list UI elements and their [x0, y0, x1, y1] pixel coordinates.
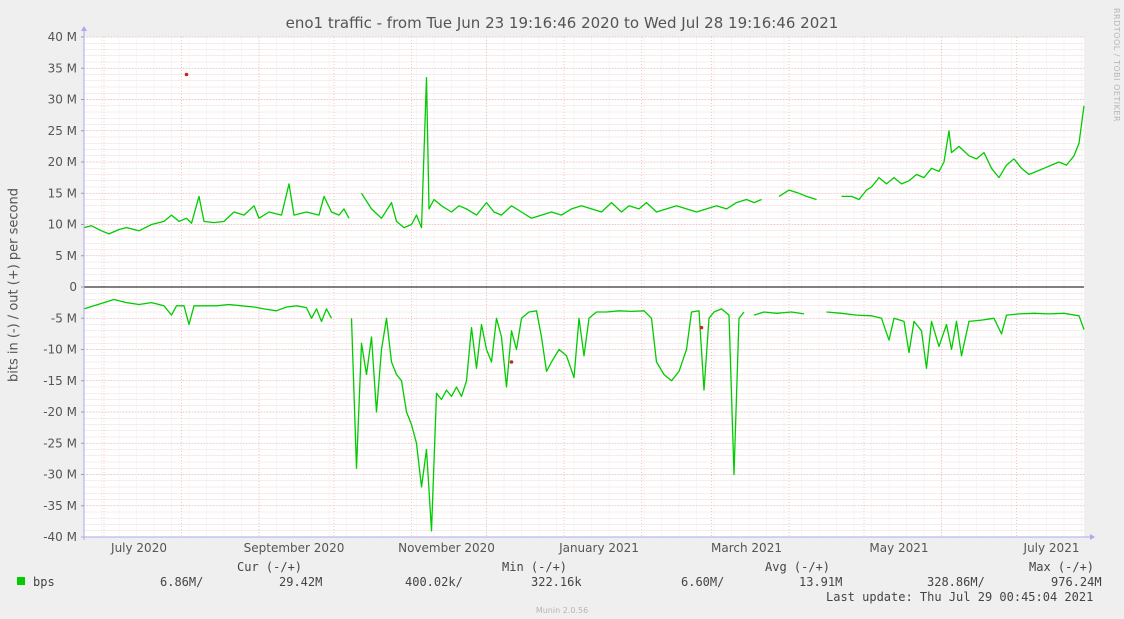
x-tick-label: July 2021 — [1023, 541, 1080, 555]
legend-max-in: 328.86M/ — [927, 575, 985, 589]
legend-cur-in: 6.86M/ — [160, 575, 204, 589]
legend-max-out: 976.24M — [1051, 575, 1102, 589]
series-line-out — [83, 183, 350, 235]
legend-header-max: Max (-/+) — [1029, 560, 1095, 574]
y-tick-label: 20 M — [48, 155, 77, 169]
legend-avg-out: 13.91M — [799, 575, 843, 589]
x-tick-label: July 2020 — [110, 541, 167, 555]
series-line-in — [83, 298, 333, 326]
outlier-marker — [699, 325, 704, 330]
legend-header-cur: Cur (-/+) — [237, 560, 303, 574]
outlier-marker — [184, 72, 189, 77]
y-tick-label: -25 M — [43, 436, 77, 450]
x-tick-label: May 2021 — [869, 541, 928, 555]
y-tick-label: -35 M — [43, 499, 77, 513]
y-tick-label: -15 M — [43, 374, 77, 388]
legend-header-avg: Avg (-/+) — [765, 560, 831, 574]
y-tick-label: -30 M — [43, 468, 77, 482]
y-tick-label: 40 M — [48, 30, 77, 44]
x-tick-label: January 2021 — [558, 541, 639, 555]
chart-title: eno1 traffic - from Tue Jun 23 19:16:46 … — [285, 14, 839, 32]
series-line-in — [826, 311, 1085, 369]
y-tick-label: 30 M — [48, 93, 77, 107]
series-line-out — [360, 76, 762, 229]
legend-min-in: 400.02k/ — [405, 575, 463, 589]
x-axis-arrow — [1090, 534, 1095, 540]
legend-min-out: 322.16k — [531, 575, 582, 589]
y-tick-label: -40 M — [43, 530, 77, 544]
y-tick-label: 15 M — [48, 186, 77, 200]
legend-header-min: Min (-/+) — [502, 560, 568, 574]
outlier-marker — [509, 360, 514, 364]
y-tick-label: 35 M — [48, 61, 77, 75]
last-update: Last update: Thu Jul 29 00:45:04 2021 — [826, 590, 1094, 604]
munin-version-footer: Munin 2.0.56 — [535, 606, 589, 615]
rrdtool-watermark: RRDTOOL / TOBI OETIKER — [1112, 8, 1121, 123]
series-line-out — [841, 105, 1085, 201]
legend-series-name: bps — [33, 575, 55, 589]
y-tick-label: -20 M — [43, 405, 77, 419]
legend-cur-out: 29.42M — [279, 575, 323, 589]
series-line-in — [350, 308, 745, 532]
y-tick-label: 0 — [69, 280, 77, 294]
series-line-out — [778, 189, 817, 201]
x-tick-label: September 2020 — [244, 541, 345, 555]
legend-color-swatch — [17, 577, 25, 585]
y-axis-arrow — [81, 26, 87, 31]
x-tick-label: November 2020 — [398, 541, 495, 555]
legend-avg-in: 6.60M/ — [681, 575, 725, 589]
series-line-in — [753, 311, 805, 316]
y-tick-label: 10 M — [48, 218, 77, 232]
y-tick-label: 5 M — [55, 249, 77, 263]
y-tick-label: -5 M — [51, 311, 77, 325]
x-tick-label: March 2021 — [711, 541, 782, 555]
y-tick-label: 25 M — [48, 124, 77, 138]
y-tick-label: -10 M — [43, 343, 77, 357]
